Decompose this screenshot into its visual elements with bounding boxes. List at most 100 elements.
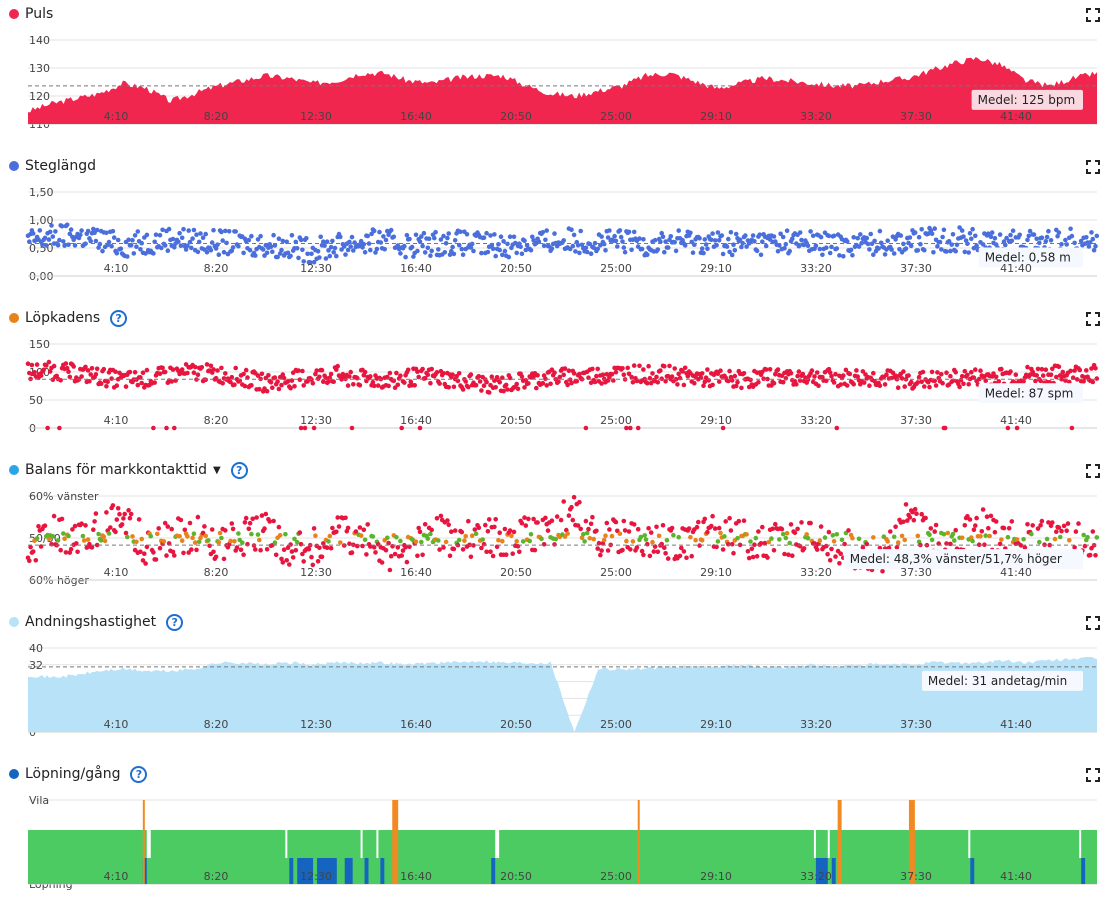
rest-bar	[908, 800, 915, 884]
data-point	[496, 537, 501, 543]
expand-icon[interactable]	[1086, 464, 1100, 478]
data-point	[885, 238, 890, 243]
data-point	[818, 524, 824, 529]
data-point	[884, 372, 889, 378]
expand-icon[interactable]	[1086, 768, 1100, 782]
data-point	[971, 527, 977, 533]
data-point	[699, 538, 705, 543]
data-point	[460, 252, 466, 257]
data-point	[626, 371, 632, 377]
data-point	[185, 370, 190, 376]
data-point	[908, 243, 914, 249]
data-point	[388, 553, 394, 559]
data-point	[271, 518, 276, 524]
help-icon[interactable]: ?	[230, 461, 248, 479]
data-point	[41, 367, 46, 373]
expand-icon[interactable]	[1086, 160, 1100, 174]
walk-gap	[360, 830, 363, 858]
data-point	[78, 232, 83, 238]
data-point	[238, 547, 244, 553]
data-point	[545, 528, 551, 533]
data-point	[907, 515, 913, 520]
data-point	[598, 242, 603, 248]
data-point	[867, 383, 872, 388]
data-point	[57, 425, 62, 431]
data-point	[83, 364, 88, 370]
help-icon[interactable]: ?	[166, 613, 184, 631]
x-tick-label: 4:10	[104, 110, 129, 123]
data-point	[720, 251, 726, 257]
data-point	[986, 231, 991, 236]
data-point	[758, 541, 764, 546]
data-point	[518, 244, 523, 250]
data-point	[348, 369, 354, 375]
data-point	[1006, 526, 1012, 531]
data-point	[746, 555, 752, 561]
data-point	[767, 367, 773, 372]
data-point	[490, 246, 496, 252]
data-point	[753, 535, 759, 541]
data-point	[787, 540, 792, 546]
data-point	[280, 372, 286, 377]
data-point	[306, 546, 312, 552]
data-point	[361, 527, 367, 533]
data-point	[27, 239, 32, 244]
data-point	[867, 247, 872, 252]
data-point	[260, 247, 266, 252]
lopkadens-title-text: Löpkadens	[25, 310, 101, 326]
x-tick-label: 8:20	[204, 718, 229, 731]
data-point	[285, 378, 291, 384]
data-point	[336, 524, 342, 529]
data-point	[825, 551, 830, 557]
expand-icon[interactable]	[1086, 8, 1100, 22]
data-point	[829, 546, 834, 552]
data-point	[752, 239, 757, 244]
data-point	[345, 525, 351, 531]
data-point	[104, 230, 109, 236]
data-point	[541, 243, 547, 248]
data-point	[1084, 235, 1089, 240]
data-point	[655, 549, 661, 555]
data-point	[284, 239, 290, 245]
caret-down-icon[interactable]: ▼	[213, 464, 221, 476]
data-point	[624, 425, 629, 431]
rest-bar	[392, 800, 399, 884]
data-point	[552, 370, 557, 375]
data-point	[44, 363, 49, 368]
data-point	[477, 379, 483, 384]
data-point	[686, 526, 692, 531]
data-point	[788, 370, 794, 376]
x-tick-label: 29:10	[700, 110, 732, 123]
data-point	[650, 539, 655, 545]
data-point	[70, 527, 75, 532]
data-point	[317, 255, 322, 260]
data-point	[1033, 378, 1038, 384]
help-icon[interactable]: ?	[130, 765, 148, 783]
data-point	[1025, 522, 1030, 527]
data-point	[957, 225, 962, 230]
data-point	[603, 248, 608, 253]
lopning-title: Löpning/gång ?	[9, 764, 148, 784]
data-point	[565, 382, 570, 388]
data-point	[760, 524, 765, 530]
data-point	[200, 235, 206, 240]
data-point	[978, 368, 983, 373]
help-icon[interactable]: ?	[110, 309, 128, 327]
expand-icon[interactable]	[1086, 616, 1100, 630]
data-point	[50, 234, 56, 239]
walk-gap	[813, 830, 816, 858]
data-point	[479, 545, 484, 551]
balans-panel: Balans för markkontakttid ▼ ? 60% vänste…	[0, 456, 1112, 608]
data-point	[358, 533, 364, 538]
data-point	[1029, 531, 1034, 537]
expand-icon[interactable]	[1086, 312, 1100, 326]
data-point	[872, 238, 877, 244]
data-point	[782, 551, 787, 557]
data-point	[190, 535, 195, 541]
data-point	[157, 371, 163, 376]
data-point	[46, 237, 52, 242]
data-point	[398, 538, 403, 544]
data-point	[110, 503, 116, 508]
data-point	[648, 530, 654, 535]
